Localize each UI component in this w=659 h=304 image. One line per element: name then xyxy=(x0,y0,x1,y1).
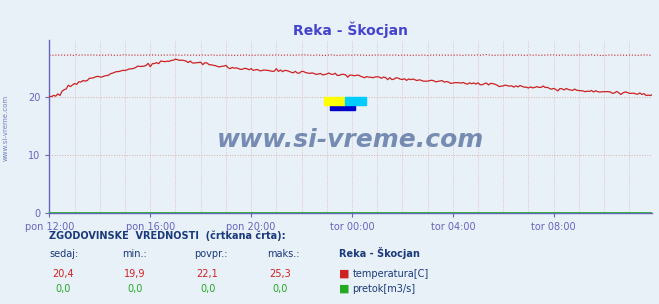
Text: povpr.:: povpr.: xyxy=(194,249,228,259)
Text: 22,1: 22,1 xyxy=(196,269,219,279)
Bar xyxy=(324,97,345,105)
Title: Reka - Škocjan: Reka - Škocjan xyxy=(293,22,409,38)
Text: www.si-vreme.com: www.si-vreme.com xyxy=(217,128,484,152)
Text: sedaj:: sedaj: xyxy=(49,249,78,259)
Text: temperatura[C]: temperatura[C] xyxy=(353,269,429,279)
Text: 0,0: 0,0 xyxy=(272,284,288,294)
Text: ■: ■ xyxy=(339,284,350,294)
Text: 0,0: 0,0 xyxy=(55,284,71,294)
Text: maks.:: maks.: xyxy=(267,249,299,259)
Text: 0,0: 0,0 xyxy=(127,284,143,294)
Bar xyxy=(345,97,366,105)
Text: 0,0: 0,0 xyxy=(200,284,215,294)
Text: Reka - Škocjan: Reka - Škocjan xyxy=(339,247,420,259)
Bar xyxy=(330,104,355,110)
Text: 20,4: 20,4 xyxy=(52,269,73,279)
Text: ■: ■ xyxy=(339,269,350,279)
Text: 19,9: 19,9 xyxy=(125,269,146,279)
Text: min.:: min.: xyxy=(122,249,147,259)
Text: 25,3: 25,3 xyxy=(269,269,291,279)
Text: pretok[m3/s]: pretok[m3/s] xyxy=(353,284,416,294)
Text: www.si-vreme.com: www.si-vreme.com xyxy=(2,95,9,161)
Text: ZGODOVINSKE  VREDNOSTI  (črtkana črta):: ZGODOVINSKE VREDNOSTI (črtkana črta): xyxy=(49,230,286,241)
